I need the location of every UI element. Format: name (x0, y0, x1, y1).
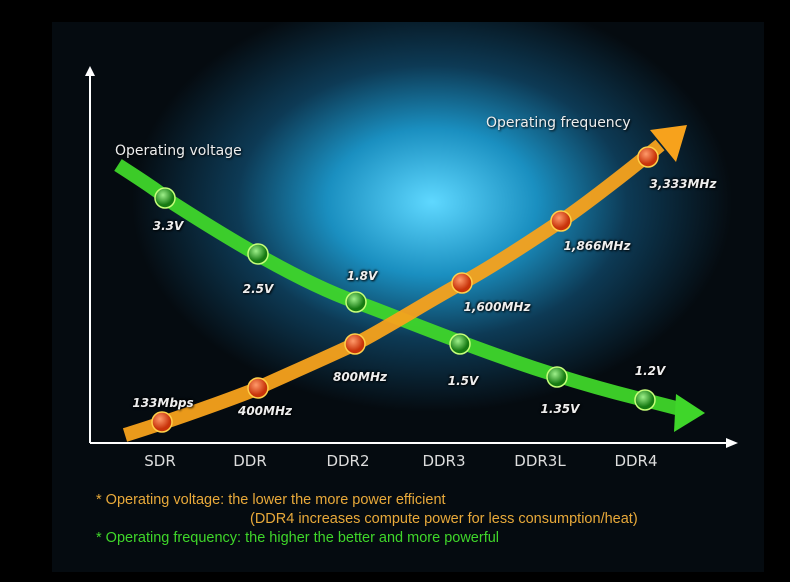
x-tick-label: DDR3 (422, 452, 466, 470)
frequency-arrow-icon (650, 125, 687, 162)
voltage-data-label: 3.3V (152, 219, 184, 233)
frequency-note: * Operating frequency: the higher the be… (96, 530, 500, 546)
voltage-note-sub: (DDR4 increases compute power for less c… (250, 511, 638, 527)
voltage-data-point (634, 389, 656, 411)
voltage-data-label: 1.2V (634, 364, 666, 378)
chart-background (52, 22, 764, 572)
x-tick-label: DDR4 (614, 452, 658, 470)
frequency-data-label: 1,600MHz (463, 300, 531, 314)
frequency-data-point (344, 333, 366, 355)
voltage-data-point (449, 333, 471, 355)
x-tick-label: DDR2 (326, 452, 370, 470)
frequency-data-label: 800MHz (332, 370, 388, 384)
x-tick-label: DDR3L (514, 452, 566, 470)
frequency-data-label: 133Mbps (132, 396, 194, 410)
frequency-series-title: Operating frequency (486, 115, 631, 131)
x-axis-arrow-icon (726, 438, 738, 448)
frequency-data-point (451, 272, 473, 294)
voltage-data-label: 1.35V (540, 402, 580, 416)
voltage-data-label: 2.5V (242, 282, 274, 296)
voltage-data-label: 1.5V (447, 374, 479, 388)
voltage-data-point (345, 291, 367, 313)
frequency-data-label: 1,866MHz (563, 239, 631, 253)
y-axis-arrow-icon (85, 66, 95, 76)
x-tick-label: DDR (233, 452, 267, 470)
frequency-data-point (247, 377, 269, 399)
voltage-series-title: Operating voltage (115, 143, 242, 159)
frequency-data-point (151, 411, 173, 433)
voltage-data-point (247, 243, 269, 265)
voltage-data-point (154, 187, 176, 209)
voltage-data-label: 1.8V (346, 269, 378, 283)
frequency-data-label: 3,333MHz (649, 177, 717, 191)
frequency-data-point (550, 210, 572, 232)
frequency-series-line (122, 139, 665, 442)
frequency-data-label: 400MHz (237, 404, 293, 418)
frequency-data-point (637, 146, 659, 168)
voltage-note: * Operating voltage: the lower the more … (96, 492, 446, 508)
x-tick-label: SDR (144, 452, 176, 470)
voltage-data-point (546, 366, 568, 388)
voltage-arrow-icon (674, 394, 705, 432)
